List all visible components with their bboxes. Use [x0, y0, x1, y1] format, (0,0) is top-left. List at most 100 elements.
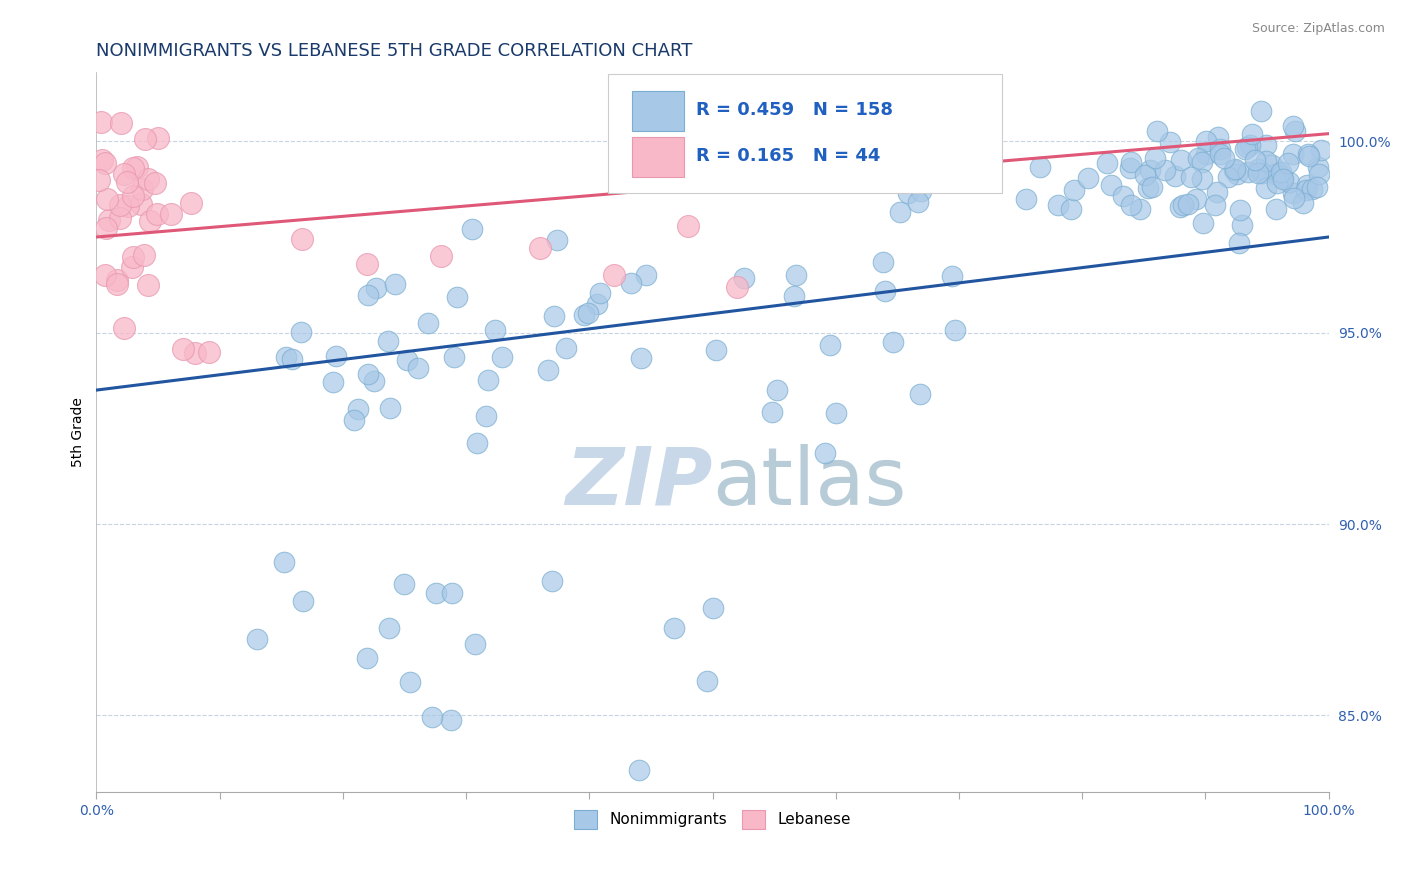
Point — [1195, 147, 1218, 161]
Point — [291, 232, 314, 246]
FancyBboxPatch shape — [607, 74, 1002, 193]
Point — [1301, 182, 1323, 196]
Point — [1191, 155, 1213, 169]
Point — [1250, 104, 1272, 119]
Text: NONIMMIGRANTS VS LEBANESE 5TH GRADE CORRELATION CHART: NONIMMIGRANTS VS LEBANESE 5TH GRADE CORR… — [97, 42, 693, 60]
Point — [1247, 166, 1270, 180]
Point — [131, 182, 153, 196]
Point — [384, 277, 406, 291]
Point — [782, 289, 804, 303]
Point — [1170, 153, 1192, 167]
Point — [1254, 138, 1277, 153]
Point — [1206, 129, 1229, 144]
Point — [1277, 155, 1299, 169]
Point — [290, 326, 312, 340]
Point — [1229, 202, 1251, 217]
Point — [1278, 175, 1301, 189]
Point — [1063, 183, 1085, 197]
Point — [1284, 124, 1306, 138]
Point — [1282, 186, 1305, 200]
Point — [122, 250, 145, 264]
Point — [555, 341, 578, 355]
Point — [357, 288, 380, 302]
Legend: Nonimmigrants, Lebanese: Nonimmigrants, Lebanese — [568, 804, 858, 835]
Point — [1209, 142, 1232, 156]
Point — [378, 621, 401, 635]
Point — [1129, 202, 1152, 216]
Point — [1046, 198, 1069, 212]
Point — [94, 268, 117, 283]
Point — [1205, 186, 1227, 200]
Point — [529, 242, 551, 256]
Y-axis label: 5th Grade: 5th Grade — [72, 397, 86, 467]
Point — [274, 350, 297, 364]
Point — [115, 175, 138, 189]
Point — [347, 401, 370, 416]
Point — [1292, 195, 1315, 210]
Point — [467, 435, 489, 450]
Point — [572, 309, 595, 323]
Point — [105, 277, 128, 291]
Point — [363, 374, 385, 388]
Point — [733, 270, 755, 285]
Point — [446, 290, 468, 304]
Point — [110, 116, 132, 130]
Point — [630, 351, 652, 366]
Point — [1144, 151, 1167, 165]
Point — [1226, 167, 1249, 181]
Point — [1261, 157, 1284, 171]
Point — [882, 335, 904, 350]
Point — [1270, 165, 1292, 179]
Point — [1298, 147, 1320, 161]
Point — [136, 172, 159, 186]
Point — [1241, 127, 1264, 141]
FancyBboxPatch shape — [633, 137, 685, 178]
Point — [1154, 163, 1177, 178]
Point — [1180, 169, 1202, 184]
Point — [761, 405, 783, 419]
Point — [430, 249, 453, 263]
Point — [484, 322, 506, 336]
Point — [541, 574, 564, 589]
Point — [1232, 218, 1254, 232]
Point — [356, 257, 378, 271]
Point — [475, 409, 498, 423]
Point — [910, 184, 932, 198]
Point — [392, 577, 415, 591]
Point — [1146, 124, 1168, 138]
Point — [875, 284, 897, 298]
Text: R = 0.459   N = 158: R = 0.459 N = 158 — [696, 101, 893, 119]
Point — [121, 260, 143, 275]
Point — [1119, 198, 1142, 212]
Point — [443, 350, 465, 364]
Point — [1168, 200, 1191, 214]
Point — [1298, 149, 1320, 163]
Point — [107, 273, 129, 287]
Point — [292, 594, 315, 608]
Point — [1236, 140, 1258, 154]
Point — [1060, 202, 1083, 216]
Point — [395, 353, 418, 368]
Point — [1265, 176, 1288, 190]
Text: ZIP: ZIP — [565, 443, 713, 522]
Point — [132, 248, 155, 262]
Point — [406, 360, 429, 375]
Point — [576, 306, 599, 320]
Point — [377, 334, 399, 348]
Point — [1029, 160, 1052, 174]
Point — [1119, 161, 1142, 176]
Point — [1184, 192, 1206, 206]
Point — [1223, 163, 1246, 178]
Point — [1254, 153, 1277, 168]
Point — [1306, 160, 1329, 174]
Point — [356, 651, 378, 665]
Point — [94, 156, 117, 170]
Point — [765, 384, 787, 398]
Point — [1267, 166, 1289, 180]
Point — [907, 194, 929, 209]
Point — [725, 279, 748, 293]
Point — [1204, 198, 1226, 212]
Point — [1208, 146, 1230, 161]
Point — [420, 710, 443, 724]
Point — [1194, 134, 1216, 148]
